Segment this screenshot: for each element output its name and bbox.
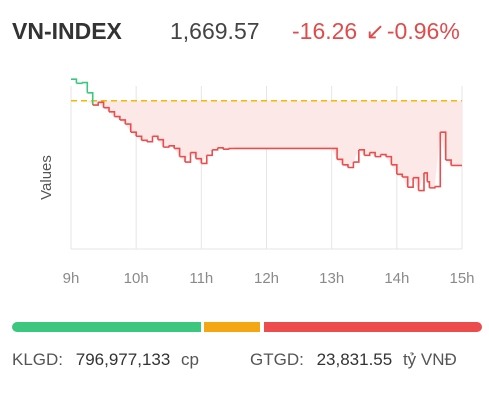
- series-segment: [434, 132, 442, 188]
- index-header: VN-INDEX 1,669.57 -16.26 ↙-0.96%: [12, 14, 482, 54]
- advancers-bar: [12, 322, 201, 332]
- klgd-group: KLGD: 796,977,133 cp: [12, 350, 199, 370]
- series-segment: [429, 186, 436, 189]
- series-segment: [347, 162, 355, 169]
- series-segment: [157, 138, 165, 148]
- trading-summary: KLGD: 796,977,133 cp GTGD: 23,831.55 tỷ …: [12, 350, 487, 372]
- index-name: VN-INDEX: [12, 18, 122, 44]
- y-axis-label: Values: [38, 155, 55, 200]
- series-segment: [168, 144, 175, 149]
- series-segment: [217, 147, 224, 150]
- x-tick-label: 11h: [189, 270, 213, 287]
- series-segment: [147, 136, 154, 143]
- series-segment: [206, 149, 213, 157]
- series-segment: [331, 147, 338, 160]
- series-segment: [396, 173, 404, 178]
- gtgd-group: GTGD: 23,831.55 tỷ VNĐ: [250, 350, 457, 370]
- unchanged-bar: [204, 322, 260, 332]
- series-segment: [174, 147, 181, 157]
- change-points: -16.26: [292, 18, 358, 44]
- below-reference-area: [71, 100, 462, 191]
- x-tick-label: 15h: [449, 270, 474, 287]
- x-tick-label: 10h: [124, 270, 149, 287]
- series-segment: [71, 78, 78, 84]
- x-tick-label: 12h: [254, 270, 279, 287]
- gtgd-label: GTGD:: [250, 350, 304, 369]
- x-tick-label: 13h: [319, 270, 344, 287]
- series-segment: [179, 155, 186, 163]
- series-segment: [440, 131, 447, 161]
- arrow-down-left-icon: ↙: [365, 18, 385, 44]
- series-segment: [337, 158, 344, 165]
- klgd-value: 796,977,133: [75, 350, 171, 369]
- series-segment: [185, 152, 192, 163]
- series-segment: [413, 176, 420, 191]
- series-segment: [87, 91, 94, 106]
- series-segment: [201, 155, 208, 165]
- series-segment: [195, 157, 203, 164]
- series-segment: [418, 172, 425, 192]
- series-segment: [364, 152, 371, 157]
- series-segment: [76, 82, 83, 85]
- series-segment: [342, 163, 349, 168]
- series-segment: [130, 131, 137, 137]
- series-segment: [353, 149, 360, 163]
- series-segment: [423, 172, 429, 182]
- series-segment: [445, 159, 452, 166]
- series-segment: [223, 148, 230, 150]
- series-segment: [98, 101, 105, 108]
- series-segment: [402, 176, 409, 188]
- decliners-bar: [264, 322, 482, 332]
- series-segment: [385, 155, 393, 165]
- x-tick-label: 14h: [384, 270, 409, 287]
- series-segment: [358, 149, 366, 156]
- klgd-unit: cp: [181, 350, 200, 369]
- x-tick-label: 9h: [63, 270, 80, 287]
- series-segment: [103, 106, 110, 112]
- series-segment: [407, 177, 414, 188]
- gtgd-unit: tỷ VNĐ: [402, 350, 457, 369]
- series-segment: [92, 102, 99, 106]
- series-segment: [109, 111, 116, 117]
- series-segment: [380, 153, 387, 157]
- series-segment: [114, 115, 121, 120]
- series-segment: [125, 123, 132, 133]
- series-segment: [119, 119, 127, 125]
- index-price: 1,669.57: [170, 18, 260, 44]
- series-segment: [190, 151, 197, 159]
- series-segment: [427, 180, 431, 188]
- series-segment: [152, 135, 159, 140]
- index-change: -16.26 ↙-0.96%: [292, 18, 460, 45]
- series-segment: [391, 163, 398, 175]
- klgd-label: KLGD:: [12, 350, 64, 369]
- series-segment: [369, 151, 376, 157]
- series-segment: [81, 81, 89, 93]
- series-segment: [136, 135, 143, 141]
- intraday-chart: 9h 10h 11h 12h 13h 14h 15h Values: [38, 78, 475, 287]
- change-percent: -0.96%: [386, 18, 460, 44]
- gtgd-value: 23,831.55: [316, 350, 393, 369]
